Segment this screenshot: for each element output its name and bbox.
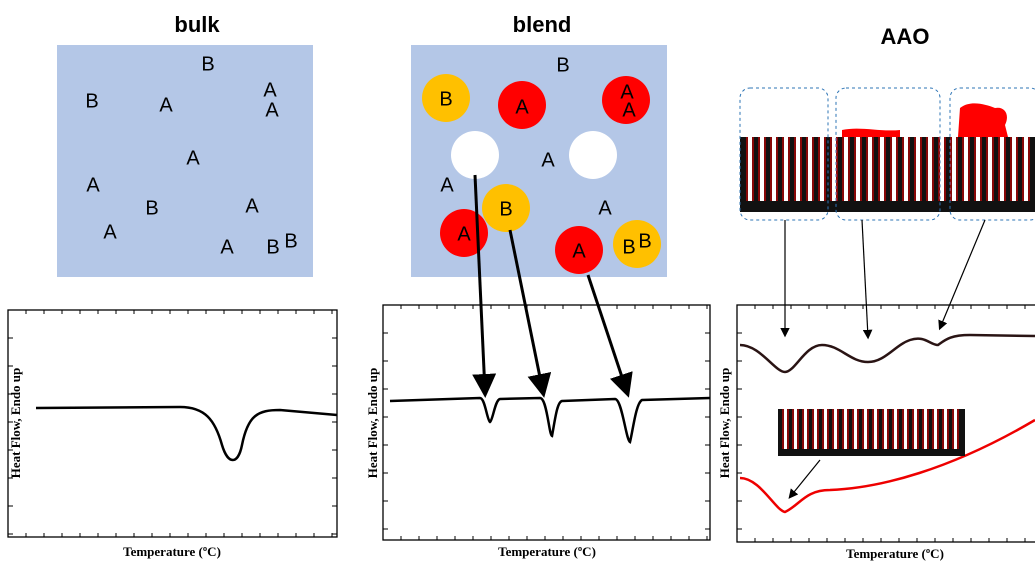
pore <box>954 409 957 449</box>
letter: A <box>186 147 200 169</box>
inset-membrane <box>778 409 965 456</box>
letter: B <box>556 54 569 76</box>
pore <box>854 409 857 449</box>
x-axis-label: Temperature (ºC) <box>123 544 221 559</box>
pore <box>904 409 907 449</box>
chart-frame <box>7 309 338 538</box>
pore <box>892 137 896 201</box>
x-axis-label: Temperature (ºC) <box>498 544 596 559</box>
pore <box>1012 137 1016 201</box>
pore <box>856 137 860 201</box>
panel-title: AAO <box>881 24 930 49</box>
y-axis-label: Heat Flow, Endo up <box>365 368 380 479</box>
pore <box>748 137 752 201</box>
letter: A <box>263 79 277 101</box>
panel-title: bulk <box>174 12 220 37</box>
pore <box>894 409 897 449</box>
pore <box>820 137 824 201</box>
letter: B <box>638 230 651 252</box>
letter: A <box>572 240 586 262</box>
ticks <box>8 305 1026 542</box>
dashed-box <box>835 87 941 221</box>
x-axis-label: Temperature (ºC) <box>846 546 944 561</box>
pore <box>864 409 867 449</box>
pore <box>844 409 847 449</box>
pore <box>904 137 908 201</box>
pore <box>934 409 937 449</box>
letter: B <box>284 230 297 252</box>
dsc-curve <box>35 405 338 462</box>
letter: B <box>85 90 98 112</box>
y-axis-label: Heat Flow, Endo up <box>8 368 23 479</box>
pore <box>772 137 776 201</box>
dsc-curve <box>739 333 1035 374</box>
pore <box>952 137 956 201</box>
letter: A <box>457 223 471 245</box>
letter: B <box>145 197 158 219</box>
pore <box>834 409 837 449</box>
pore <box>832 137 836 201</box>
pore <box>784 137 788 201</box>
pore <box>824 409 827 449</box>
letter: B <box>266 236 279 258</box>
pore <box>804 409 807 449</box>
letter: A <box>220 236 234 258</box>
pore <box>1000 137 1004 201</box>
letter: A <box>620 81 634 103</box>
chart-frame <box>736 304 1035 543</box>
letter: B <box>622 236 635 258</box>
letter: A <box>86 174 100 196</box>
letter: B <box>499 198 512 220</box>
letter: B <box>439 88 452 110</box>
letter: A <box>159 94 173 116</box>
arrows <box>472 174 633 398</box>
pore <box>884 409 887 449</box>
panel-title: blend <box>513 12 572 37</box>
pore <box>924 409 927 449</box>
particles <box>422 74 661 274</box>
pore <box>794 409 797 449</box>
pore <box>940 137 944 201</box>
letter: A <box>103 221 117 243</box>
chart-frame <box>382 304 711 541</box>
pore <box>1024 137 1028 201</box>
letter: A <box>515 96 529 118</box>
pore <box>784 409 787 449</box>
pore <box>914 409 917 449</box>
pore <box>976 137 980 201</box>
pore <box>928 137 932 201</box>
pore <box>944 409 947 449</box>
letter: A <box>440 174 454 196</box>
letter: A <box>541 149 555 171</box>
bulk-box <box>57 45 313 277</box>
dsc-curve <box>739 418 1035 514</box>
y-axis-label: Heat Flow, Endo up <box>717 368 732 479</box>
aao-membrane <box>740 103 1035 212</box>
pore <box>880 137 884 201</box>
pore <box>808 137 812 201</box>
pore <box>796 137 800 201</box>
dsc-curve <box>389 396 711 444</box>
dashed-box <box>949 87 1035 221</box>
pore <box>868 137 872 201</box>
letter: A <box>245 195 259 217</box>
pore <box>988 137 992 201</box>
arrows <box>780 219 986 499</box>
letter: A <box>598 197 612 219</box>
pore <box>964 137 968 201</box>
pore <box>844 137 848 201</box>
letter: A <box>265 99 279 121</box>
dashed-box <box>739 87 829 221</box>
pore <box>874 409 877 449</box>
pore <box>814 409 817 449</box>
letter: A <box>622 99 636 121</box>
pore <box>760 137 764 201</box>
pore <box>916 137 920 201</box>
letter: B <box>201 53 214 75</box>
